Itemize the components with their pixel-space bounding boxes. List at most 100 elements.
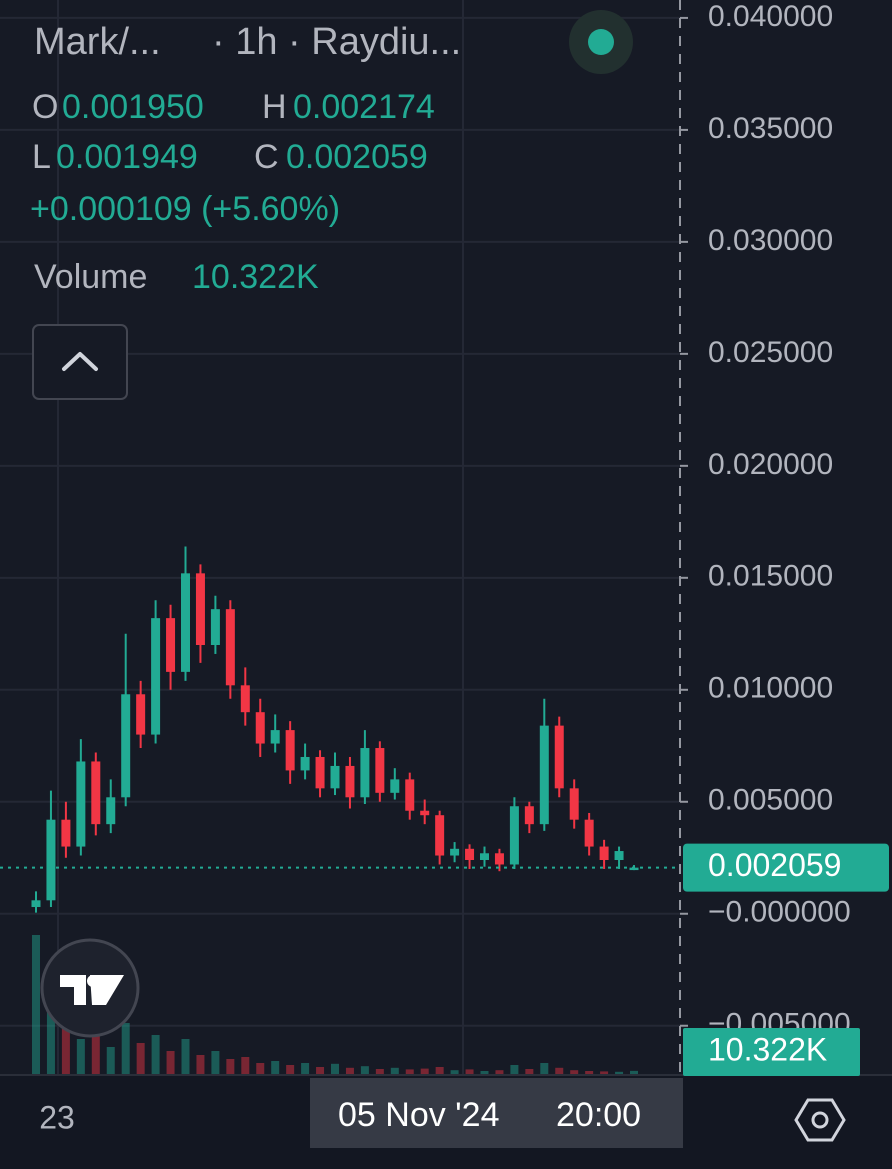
candle-body [195, 573, 205, 645]
x-tick-label: 23 [39, 1099, 75, 1135]
overlay: 0.040000 0.035000 0.030000 0.025000 0.020000… [39, 0, 889, 1135]
volume-bar [510, 1065, 519, 1075]
candle-body [255, 712, 265, 744]
candle-body [629, 867, 639, 871]
volume-bar [360, 1066, 369, 1075]
candle-body [524, 806, 534, 825]
volume-bar [166, 1051, 175, 1075]
y-tick-label: 0.010000 [708, 672, 833, 705]
candle-body [554, 725, 564, 789]
candle-body [330, 765, 340, 789]
crosshair-time-box [310, 1078, 683, 1148]
volume-bar [76, 1039, 85, 1075]
candle-body [121, 694, 131, 798]
candle-body [240, 685, 250, 713]
collapse-button[interactable] [32, 324, 128, 400]
volume-bar [600, 1071, 609, 1075]
candle-body [360, 748, 370, 798]
y-tick-label: 0.005000 [708, 784, 833, 817]
volume-bar [345, 1067, 354, 1075]
volume-bar [91, 1031, 100, 1075]
settings-icon[interactable] [794, 1098, 846, 1142]
candle-body [345, 765, 355, 798]
volume-bar [121, 1023, 130, 1075]
volume-label: Volume [34, 258, 147, 296]
volume-bar [151, 1035, 160, 1075]
volume-label-box [683, 1028, 860, 1076]
volume-bar [316, 1067, 325, 1075]
volume-label: 10.322K [708, 1031, 827, 1067]
volume-bar [585, 1071, 594, 1075]
volume-bar [271, 1061, 280, 1075]
settings-icon-center [811, 1111, 829, 1129]
candle-body [435, 815, 445, 856]
crosshair-date: 05 Nov '24 [338, 1096, 499, 1134]
volume-bar [570, 1070, 579, 1075]
volume-bar [106, 1047, 115, 1075]
volume-bar [136, 1043, 145, 1075]
candle-body [584, 819, 594, 847]
candle-body [91, 761, 101, 825]
volume-bar [435, 1067, 444, 1075]
candle-body [420, 810, 430, 816]
volume-bar [286, 1065, 295, 1075]
candle-body [31, 900, 41, 908]
low-value: 0.001949 [56, 138, 198, 176]
candle-body [494, 853, 504, 865]
y-tick-label: 0.015000 [708, 560, 833, 593]
y-tick-label: 0.035000 [708, 112, 833, 145]
volume-bar [630, 1070, 638, 1075]
candle-body [405, 779, 415, 811]
y-tick-label: 0.030000 [708, 224, 833, 257]
high-value: 0.002174 [293, 88, 435, 126]
candle-body [450, 848, 460, 856]
volume-bar [46, 1003, 55, 1075]
volume-bar [375, 1069, 384, 1075]
logo-dot [87, 975, 99, 987]
volume-bar [211, 1051, 220, 1075]
candle-body [106, 797, 116, 825]
candle-body [300, 756, 310, 771]
plot [0, 546, 680, 1075]
status-dot [588, 29, 614, 55]
volume-value: 10.322K [192, 258, 319, 296]
price-label: 0.002059 [708, 847, 841, 883]
y-tick-label: −0.000000 [708, 896, 851, 929]
h-label: H [262, 88, 287, 126]
candle-body [136, 694, 146, 735]
volume-bar [405, 1069, 414, 1075]
crosshair-time: 20:00 [556, 1096, 641, 1134]
candle-body [599, 846, 609, 860]
volume-bar [61, 1027, 70, 1075]
volume-bar [390, 1067, 399, 1075]
volume-bar [32, 935, 40, 1075]
candle-body [285, 730, 295, 771]
candle-body [375, 748, 385, 793]
open-value: 0.001950 [62, 88, 204, 126]
l-label: L [32, 138, 51, 176]
volume-bar [226, 1059, 235, 1075]
candle-body [151, 618, 161, 735]
volume-bar [196, 1055, 205, 1075]
candle-body [539, 725, 549, 825]
candle-body [480, 853, 489, 860]
logo[interactable] [40, 938, 140, 1038]
candle-body [181, 573, 190, 672]
y-tick-label: 0.020000 [708, 448, 833, 481]
volume-bar [420, 1068, 429, 1075]
volume-bar [495, 1070, 504, 1075]
candle-body [569, 788, 579, 820]
y-tick-label: 0.025000 [708, 336, 833, 369]
volume-bar [615, 1071, 624, 1075]
candle-body [509, 806, 519, 865]
o-label: O [32, 88, 58, 126]
volume-bar [301, 1063, 310, 1075]
volume-bar [480, 1071, 489, 1075]
volume-bar [540, 1063, 549, 1075]
change: +0.000109 (+5.60%) [30, 190, 340, 228]
volume-bar [241, 1057, 250, 1075]
interval: · 1h · Raydiu... [212, 21, 461, 63]
